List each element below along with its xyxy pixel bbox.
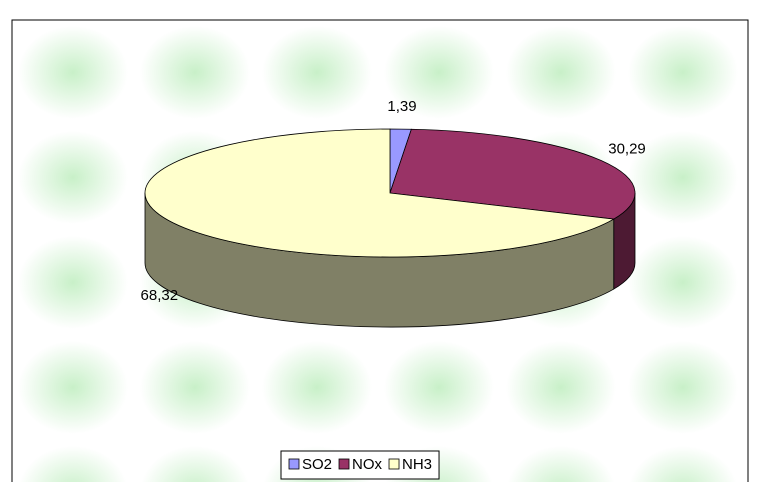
data-label: 68,32 (141, 287, 179, 304)
legend-label: SO2 (302, 456, 332, 473)
legend-box (280, 450, 440, 480)
legend-swatch (288, 458, 300, 470)
slice (144, 128, 615, 258)
legend-swatch (338, 458, 350, 470)
legend-swatch (388, 458, 400, 470)
legend-label: NH3 (402, 456, 432, 473)
pie: 1,39 30,29 68,32 (141, 98, 646, 328)
data-label: 30,29 (608, 140, 646, 157)
data-label: 1,39 (387, 98, 416, 115)
slice (389, 128, 636, 220)
legend: SO2 NOx NH3 (280, 450, 440, 480)
legend-label: NOx (352, 456, 383, 473)
